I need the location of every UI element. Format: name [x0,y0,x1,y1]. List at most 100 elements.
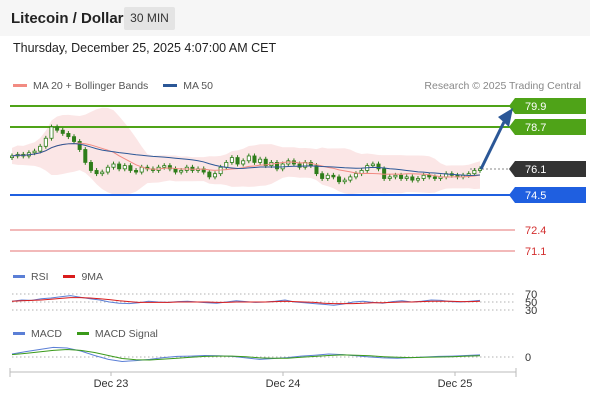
candle-body [173,168,178,173]
resistance-tag-arrow-79.9 [509,98,515,114]
rsi-level-label-50: 50 [525,297,537,309]
rsi-level-label-70: 70 [525,289,537,301]
instrument-title: Litecoin / Dollar [11,10,124,27]
candle-body [117,163,122,170]
candle-body [38,145,43,152]
candle-body [111,163,116,168]
candle-body [415,178,420,181]
bollinger-band [12,107,480,196]
macd-legend: MACD MACD Signal [13,328,158,340]
candle-body [77,141,82,150]
candle-body [342,179,347,183]
candle-body [376,163,381,170]
candle-body [275,161,280,170]
candle-body [258,158,263,163]
candle-body [393,174,398,178]
timeframe-badge[interactable]: 30 MIN [124,7,175,30]
resistance-tag-78.7 [515,119,586,135]
resistance-label-78.7: 78.7 [525,122,546,134]
chart-datetime: Thursday, December 25, 2025 4:07:00 AM C… [13,41,277,55]
macd-signal-swatch [76,331,89,335]
rsi-legend: RSI 9MA [13,271,103,283]
ma50-line [11,143,481,176]
legend-rsi-ma: 9MA [81,271,104,283]
research-credit: Research © 2025 Trading Central [424,80,581,92]
forecast-arrow-head [498,108,513,127]
candle-body [252,155,257,163]
ma20-line [11,142,481,178]
candle-body [179,170,184,173]
support-label-74.5: 74.5 [525,190,546,202]
forecast-arrow [479,121,506,170]
candle-body [72,136,77,142]
resistance-label-79.9: 79.9 [525,101,546,113]
chart-header: Litecoin / Dollar 30 MIN [0,0,590,36]
candle-body [353,173,358,178]
candle-body [404,176,409,179]
pivot-label-71.1: 71.1 [525,246,546,258]
rsi-line [11,295,481,306]
candle-body [399,174,404,179]
macd-line [11,346,481,363]
candle-body [224,161,229,168]
x-tick-label: Dec 23 [94,378,129,390]
macd-signal-line [11,348,481,361]
legend-ma50: MA 50 [183,80,213,92]
rsi-ma-swatch [63,274,76,278]
candle-body [49,126,54,139]
ma50-swatch [163,83,178,87]
candle-body [207,171,212,178]
candle-body [235,157,240,165]
candle-body [162,165,167,168]
candle-body [246,155,251,162]
macd-level-label-0: 0 [525,352,531,364]
candle-body [43,137,48,147]
rsi-level-label-30: 30 [525,305,537,317]
candle-body [105,166,110,173]
macd-swatch [13,331,25,335]
candle-body [325,174,330,179]
candle-body [241,160,246,165]
candle-body [432,176,437,179]
candle-body [88,161,93,171]
ma20-swatch [13,83,27,87]
candle-body [55,126,60,131]
support-tag-arrow-74.5 [509,187,515,203]
x-tick-label: Dec 24 [266,378,301,390]
candle-body [100,171,105,175]
candle-body [370,163,375,167]
legend-rsi: RSI [31,271,49,283]
candle-body [263,158,268,167]
candle-body [83,149,88,163]
candle-body [314,165,319,175]
candle-body [331,174,336,178]
legend-macd: MACD [31,328,62,340]
candle-body [94,170,99,175]
legend-macd-signal: MACD Signal [94,328,158,340]
last-price-tag [515,161,586,177]
candle-body [472,170,477,175]
candle-body [167,165,172,170]
x-tick-label: Dec 25 [438,378,473,390]
candle-body [139,166,144,173]
last-price-tag-arrow [509,161,515,177]
candle-body [66,133,71,138]
candle-body [410,176,415,181]
candle-body [229,157,234,163]
last-price-label: 76.1 [525,164,546,176]
candle-body [337,176,342,183]
candle-body [421,174,426,179]
resistance-tag-arrow-78.7 [509,119,515,135]
candle-body [387,176,392,179]
candle-body [320,173,325,179]
candle-body [128,165,133,171]
candle-body [32,150,37,154]
resistance-tag-79.9 [515,98,586,114]
rsi-ma-line [11,297,481,305]
rsi-swatch [13,274,25,278]
pivot-label-72.4: 72.4 [525,225,546,237]
candle-body [348,176,353,181]
candle-body [212,173,217,178]
support-tag-74.5 [515,187,586,203]
